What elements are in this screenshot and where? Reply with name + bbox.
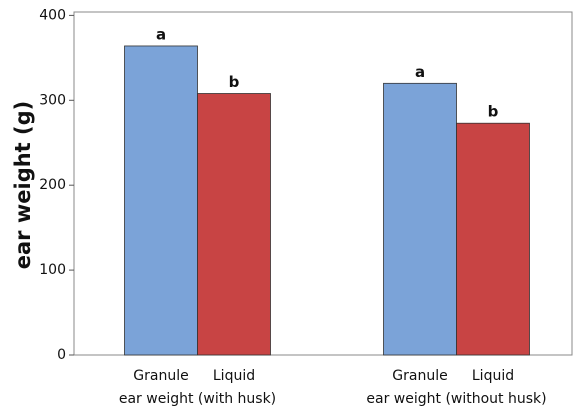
x-tick-label: Liquid xyxy=(213,368,255,384)
y-tick-label: 100 xyxy=(39,262,66,278)
plot-frame xyxy=(73,11,573,356)
significance-label: b xyxy=(229,73,240,91)
significance-label: b xyxy=(488,103,499,121)
significance-label: a xyxy=(156,25,166,43)
x-tick-label: Granule xyxy=(392,368,447,384)
bar xyxy=(383,82,457,356)
bar xyxy=(456,122,530,356)
x-group-label: ear weight (without husk) xyxy=(366,391,546,407)
y-tick-label: 0 xyxy=(57,347,66,363)
x-tick-label: Granule xyxy=(133,368,188,384)
significance-label: a xyxy=(415,63,425,81)
x-group-label: ear weight (with husk) xyxy=(119,391,276,407)
bar xyxy=(197,93,271,356)
y-tick-label: 300 xyxy=(39,92,66,108)
x-tick-label: Liquid xyxy=(472,368,514,384)
y-axis-label: ear weight (g) xyxy=(11,101,35,269)
y-tick-label: 200 xyxy=(39,177,66,193)
y-tick-label: 400 xyxy=(39,7,66,23)
bar xyxy=(124,45,198,356)
